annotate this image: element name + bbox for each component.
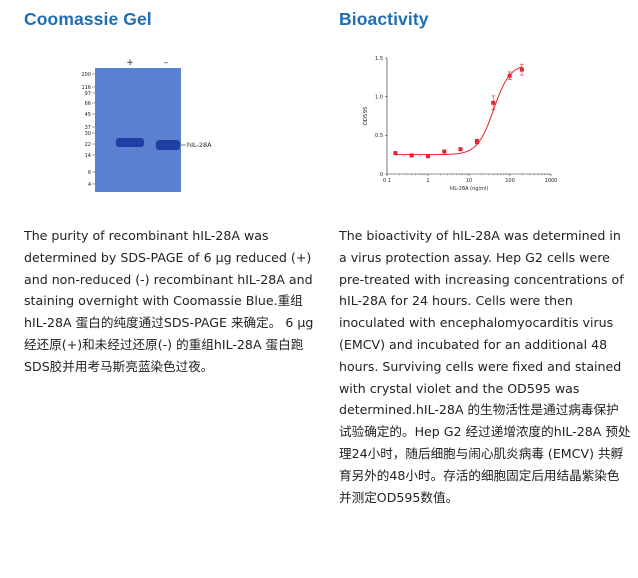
chart-point: [393, 151, 398, 156]
chart-x-tick-label: 100: [505, 178, 515, 184]
chart-fit-curve: [395, 66, 523, 156]
chart-y-tick-label: 1.0: [375, 94, 383, 100]
chart-fit-line: [395, 66, 523, 156]
chart-x-tick-label: 1: [426, 178, 429, 184]
chart-point: [507, 73, 512, 78]
chart-y-tick-label: 1.5: [375, 56, 383, 62]
chart-point: [426, 154, 430, 159]
chart-x-axis-label: hIL-28A (ng/ml): [450, 186, 489, 192]
gel-marker-label: 14: [85, 153, 91, 159]
bioactivity-chart: 00.51.01.50.1 1 10 100 1000 hIL-28A (ng/ml) …: [363, 56, 557, 192]
gel-marker-label: 200: [81, 72, 91, 78]
chart-point: [474, 139, 479, 144]
chart-point: [519, 67, 524, 72]
bioactivity-description: The bioactivity of hIL-28A was determine…: [339, 228, 631, 505]
chart-point: [491, 100, 496, 105]
bioactivity-title: Bioactivity: [339, 9, 429, 29]
chart-points: [393, 63, 524, 159]
gel-marker-label: 22: [85, 142, 91, 148]
gel-lane-label-nonreduced: –: [164, 58, 169, 68]
chart-point: [409, 153, 414, 158]
coomassie-gel-description: The purity of recombinant hIL-28A was de…: [24, 228, 314, 374]
chart-axes: 0 0.5 1.0 1.5 0.1 1 10 100 1000: [375, 56, 557, 184]
gel-lane-label-reduced: +: [126, 58, 134, 68]
chart-y-tick-label: 0.5: [375, 133, 383, 139]
gel-marker-label: 45: [85, 112, 91, 118]
coomassie-gel-title: Coomassie Gel: [24, 9, 152, 29]
chart-point: [458, 147, 463, 152]
gel-band-label: hIL-28A: [187, 141, 212, 149]
chart-x-tick-label: 10: [466, 178, 472, 184]
gel-marker-label: 116: [81, 85, 91, 91]
gel-background: [95, 68, 181, 192]
gel-marker-label: 4: [88, 182, 91, 188]
gel-marker-label: 30: [85, 131, 91, 137]
chart-y-tick-label: 0: [380, 172, 383, 178]
gel-marker-label: 6: [88, 170, 91, 176]
gel-marker-label: 97: [85, 91, 91, 97]
gel-marker-label: 66: [85, 101, 91, 107]
gel-band-nonreduced: [156, 140, 180, 150]
chart-point: [442, 149, 447, 154]
gel-band-reduced: [116, 138, 144, 147]
chart-y-axis-label: OD595: [363, 106, 369, 126]
gel-marker-label: 37: [85, 125, 91, 131]
chart-x-tick-label: 1000: [545, 178, 558, 184]
chart-x-tick-label: 0.1: [383, 178, 391, 184]
